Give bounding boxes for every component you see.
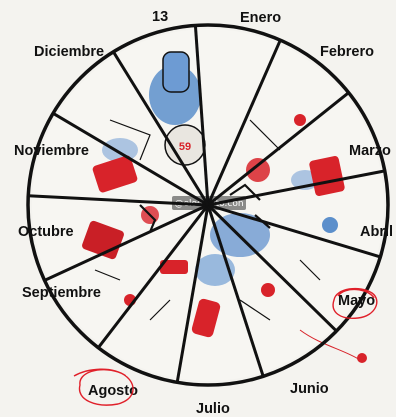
runner-figure [357, 353, 367, 363]
mayo-circle-annotation [332, 287, 378, 319]
sector-divider [206, 204, 265, 377]
sector-divider [206, 39, 282, 206]
sector-label-mayo: Mayo [338, 293, 375, 309]
sector-divider [206, 203, 338, 333]
sector-divider [175, 204, 210, 383]
sector-divider-lines [28, 25, 385, 383]
sector-label-diciembre: Diciembre [34, 44, 104, 60]
red-block [160, 260, 188, 274]
sector-divider [52, 112, 209, 207]
red-dot [294, 114, 306, 126]
sector-divider [207, 91, 350, 207]
red-figure [191, 298, 221, 338]
fist-shape [162, 51, 190, 93]
hand-drawn-annotations [73, 287, 378, 406]
sector-label-agosto: Agosto [88, 383, 138, 399]
month-labels: 13 Enero Febrero Marzo Abril Mayo Junio … [14, 9, 393, 417]
red-machine [309, 156, 345, 196]
sector-label-marzo: Marzo [349, 143, 391, 159]
sector-label-octubre: Octubre [18, 224, 74, 240]
sector-label-enero: Enero [240, 10, 281, 26]
sector-label-septiembre: Septiembre [22, 285, 101, 301]
blue-dot [322, 217, 338, 233]
red-cart [92, 155, 138, 193]
sector-divider [193, 25, 210, 206]
sector-label-noviembre: Noviembre [14, 143, 89, 159]
ink-scribbles [94, 119, 321, 321]
sector-label-julio: Julio [196, 401, 230, 417]
sector-divider [97, 204, 210, 349]
sector-divider [112, 51, 210, 206]
red-circle [246, 158, 270, 182]
sector-label-febrero: Febrero [320, 44, 374, 60]
sector-label-13: 13 [152, 9, 168, 25]
agosto-circle-annotation [73, 368, 134, 406]
center-number: 59 [179, 141, 191, 153]
sector-label-junio: Junio [290, 381, 329, 397]
sector-divider [28, 194, 209, 207]
red-dot [261, 283, 275, 297]
sector-label-abril: Abril [360, 224, 393, 240]
blue-cluster [102, 138, 138, 162]
sector-divider [207, 169, 385, 207]
sector-divider [43, 203, 209, 282]
outer-ring [26, 23, 390, 387]
sector-divider [207, 203, 381, 259]
red-trail [299, 329, 361, 361]
